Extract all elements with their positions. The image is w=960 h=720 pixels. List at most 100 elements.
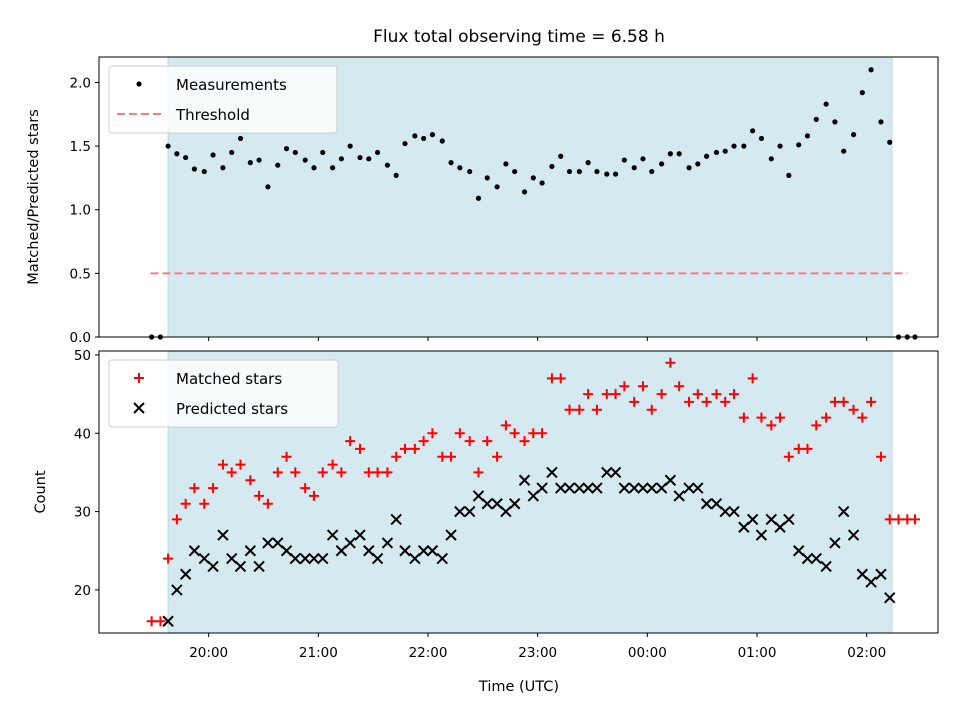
predicted-star-point bbox=[573, 482, 586, 494]
top-x-ticks bbox=[208, 337, 868, 341]
matched-star-point bbox=[674, 381, 685, 392]
matched-star-point bbox=[766, 420, 777, 431]
measurement-point bbox=[796, 142, 802, 148]
measurement-point bbox=[384, 162, 391, 168]
predicted-star-point bbox=[299, 552, 311, 565]
measurement-point bbox=[722, 148, 728, 154]
matched-star-point bbox=[555, 373, 566, 384]
measurement-point bbox=[786, 172, 792, 178]
predicted-star-point bbox=[417, 545, 430, 557]
predicted-star-point bbox=[179, 568, 192, 580]
top-axes-frame bbox=[98, 56, 939, 338]
top-plot-marks bbox=[149, 67, 918, 340]
measurement-point bbox=[777, 143, 783, 149]
matched-star-point bbox=[382, 467, 393, 478]
matched-star-point bbox=[336, 467, 347, 478]
matched-star-point bbox=[308, 490, 319, 501]
legend-label: Measurements bbox=[176, 76, 287, 94]
predicted-star-point bbox=[546, 466, 558, 479]
matched-star-point bbox=[574, 404, 585, 415]
matched-star-point bbox=[793, 443, 804, 454]
y-tick-label: 0.0 bbox=[70, 330, 91, 346]
predicted-star-point bbox=[508, 498, 521, 510]
predicted-star-point bbox=[755, 529, 768, 541]
measurement-point bbox=[549, 163, 555, 170]
measurement-point bbox=[421, 135, 427, 142]
chart-title: Flux total observing time = 6.58 h bbox=[373, 27, 665, 47]
measurement-point bbox=[439, 138, 445, 144]
measurement-point bbox=[585, 160, 591, 166]
measurement-point bbox=[292, 149, 298, 156]
x-tick-label: 20:00 bbox=[189, 645, 228, 661]
predicted-star-point bbox=[371, 552, 384, 565]
x-tick-label: 00:00 bbox=[628, 645, 667, 661]
y-tick-label: 0.5 bbox=[70, 266, 91, 282]
matched-star-point bbox=[802, 443, 813, 454]
matched-star-point bbox=[372, 467, 383, 478]
matched-star-point bbox=[857, 412, 868, 423]
x-tick-label: 02:00 bbox=[847, 645, 886, 661]
measurement-point bbox=[768, 156, 774, 162]
predicted-star-point bbox=[847, 529, 860, 541]
matched-star-point bbox=[391, 451, 402, 462]
measurement-point bbox=[713, 149, 720, 156]
matched-star-point bbox=[811, 420, 822, 431]
matched-star-point bbox=[363, 467, 374, 478]
matched-star-point bbox=[281, 451, 292, 462]
legend-label: Matched stars bbox=[176, 370, 282, 388]
predicted-star-point bbox=[692, 482, 704, 494]
predicted-star-point bbox=[262, 537, 274, 549]
measurement-point bbox=[621, 157, 627, 163]
x-tick-label: 22:00 bbox=[409, 645, 448, 661]
matched-star-point bbox=[637, 381, 648, 392]
measurement-point bbox=[448, 160, 454, 166]
matched-star-point bbox=[208, 483, 219, 494]
predicted-star-point bbox=[601, 466, 613, 479]
legend-box bbox=[108, 65, 338, 134]
matched-star-point bbox=[345, 436, 356, 447]
measurement-point bbox=[521, 189, 528, 195]
measurement-point bbox=[429, 132, 436, 138]
matched-star-point bbox=[155, 616, 166, 627]
measurement-point bbox=[220, 165, 226, 171]
predicted-star-point bbox=[728, 505, 740, 518]
top-panel: 0.00.51.01.52.0 Matched/Predicted stars … bbox=[26, 56, 939, 346]
matched-star-point bbox=[537, 428, 548, 439]
predicted-star-point bbox=[426, 545, 439, 557]
measurement-point bbox=[731, 143, 737, 149]
predicted-star-point bbox=[436, 552, 448, 565]
matched-star-point bbox=[893, 514, 904, 525]
predicted-star-point bbox=[481, 498, 493, 510]
matched-star-point bbox=[711, 389, 722, 400]
matched-star-point bbox=[829, 396, 840, 407]
predicted-star-point bbox=[820, 560, 832, 573]
legend-marker bbox=[134, 373, 144, 383]
matched-star-point bbox=[701, 396, 712, 407]
matched-star-point bbox=[583, 389, 594, 400]
matched-star-point bbox=[866, 396, 877, 407]
matched-star-point bbox=[747, 373, 758, 384]
predicted-star-point bbox=[445, 529, 457, 541]
legend-marker bbox=[136, 81, 142, 87]
measurement-point bbox=[366, 156, 372, 162]
measurement-point bbox=[659, 161, 665, 167]
predicted-star-point bbox=[646, 482, 658, 494]
matched-star-point bbox=[446, 451, 457, 462]
measurement-point bbox=[174, 151, 180, 157]
matched-star-point bbox=[171, 514, 182, 525]
matched-star-point bbox=[399, 443, 410, 454]
measurement-point bbox=[475, 195, 482, 201]
legend-marker bbox=[133, 402, 145, 414]
measurement-point bbox=[676, 151, 682, 157]
matched-star-point bbox=[519, 436, 530, 447]
matched-star-point bbox=[235, 459, 246, 470]
predicted-star-point bbox=[289, 552, 302, 565]
x-axis: 20:00 21:00 22:00 23:00 00:00 01:00 02:00 bbox=[189, 633, 886, 661]
measurement-point bbox=[302, 157, 308, 163]
predicted-star-point bbox=[609, 466, 622, 479]
top-y-axis-label: Matched/Predicted stars bbox=[26, 109, 42, 285]
predicted-star-point bbox=[591, 482, 603, 494]
measurement-point bbox=[868, 67, 874, 73]
x-axis-label: Time (UTC) bbox=[478, 679, 559, 695]
measurement-point bbox=[283, 146, 290, 152]
